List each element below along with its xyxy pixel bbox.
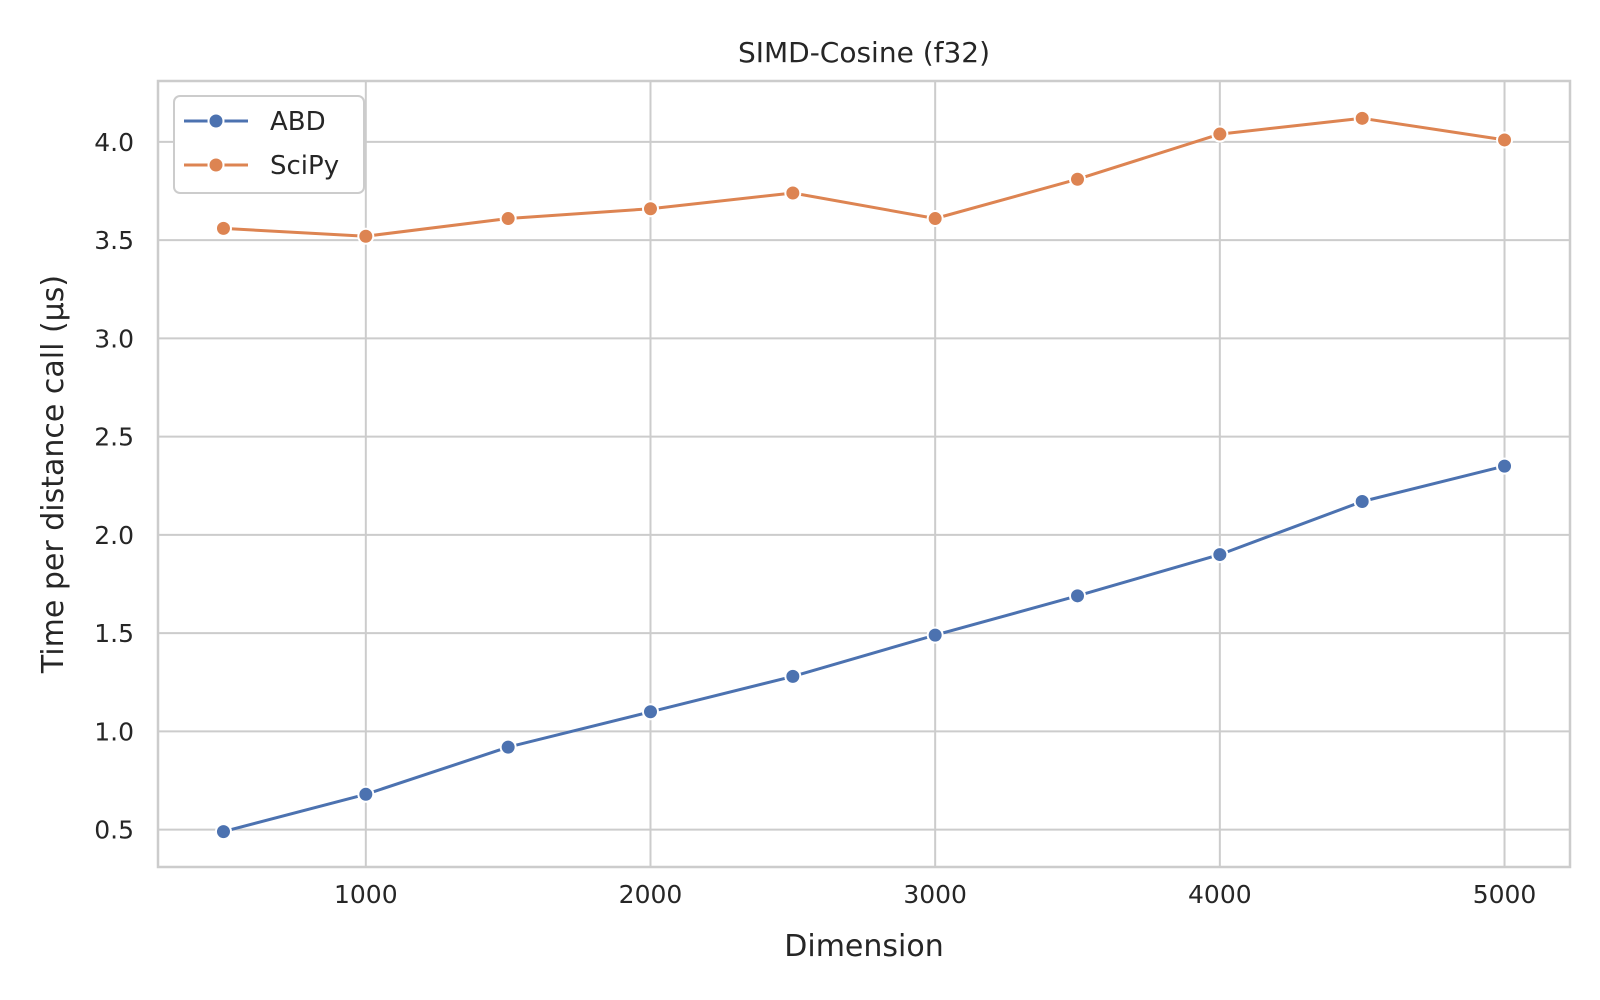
data-point-abd — [1496, 457, 1514, 475]
data-point-scipy — [214, 219, 232, 237]
y-tick-label: 1.0 — [94, 717, 134, 746]
data-point-abd — [1353, 493, 1371, 511]
y-tick-label: 4.0 — [94, 128, 134, 157]
x-tick-label: 2000 — [619, 880, 683, 909]
data-point-abd — [784, 667, 802, 685]
x-tick-label: 1000 — [334, 880, 398, 909]
data-point-scipy — [499, 210, 517, 228]
y-axis-label: Time per distance call (µs) — [36, 275, 71, 674]
legend-swatch-marker — [207, 112, 225, 130]
legend-label: SciPy — [270, 151, 339, 181]
series-line-abd — [223, 464, 1505, 834]
y-tick-label: 2.0 — [94, 521, 134, 550]
series-layer — [214, 109, 1514, 841]
data-point-abd — [357, 785, 375, 803]
x-axis-label: Dimension — [784, 929, 943, 964]
legend-swatch-marker — [207, 156, 225, 174]
y-tick-label: 3.5 — [94, 226, 134, 255]
x-tick-label: 4000 — [1188, 880, 1252, 909]
y-tick-label: 0.5 — [94, 816, 134, 845]
data-point-abd — [1069, 587, 1087, 605]
x-tick-label: 5000 — [1473, 880, 1537, 909]
series-line-scipy — [223, 116, 1505, 238]
legend-label: ABD — [270, 107, 326, 137]
legend-item-abd: ABD — [184, 107, 326, 137]
legend: ABD SciPy — [173, 95, 365, 194]
tick-labels: 1000 2000 3000 4000 5000 0.5 1.0 1.5 2.0 2.5 3.0 3.… — [94, 128, 1536, 909]
x-tick-label: 3000 — [903, 880, 967, 909]
data-point-abd — [641, 703, 659, 721]
series-abd — [214, 457, 1514, 841]
legend-items: ABD SciPy — [184, 107, 339, 181]
y-tick-label: 2.5 — [94, 423, 134, 452]
data-point-scipy — [784, 184, 802, 202]
series-scipy — [214, 109, 1514, 245]
data-point-abd — [499, 738, 517, 756]
data-point-abd — [214, 823, 232, 841]
data-point-scipy — [357, 227, 375, 245]
data-point-scipy — [1496, 131, 1514, 149]
legend-item-scipy: SciPy — [184, 151, 339, 181]
data-point-abd — [1211, 546, 1229, 564]
data-point-abd — [926, 626, 944, 644]
data-point-scipy — [926, 210, 944, 228]
y-tick-label: 3.0 — [94, 324, 134, 353]
data-point-scipy — [641, 200, 659, 218]
data-point-scipy — [1069, 170, 1087, 188]
grid — [158, 81, 1570, 867]
chart-title: SIMD-Cosine (f32) — [738, 36, 990, 69]
data-point-scipy — [1211, 125, 1229, 143]
plot-frame — [156, 79, 1572, 869]
data-point-scipy — [1353, 109, 1371, 127]
y-tick-label: 1.5 — [94, 619, 134, 648]
